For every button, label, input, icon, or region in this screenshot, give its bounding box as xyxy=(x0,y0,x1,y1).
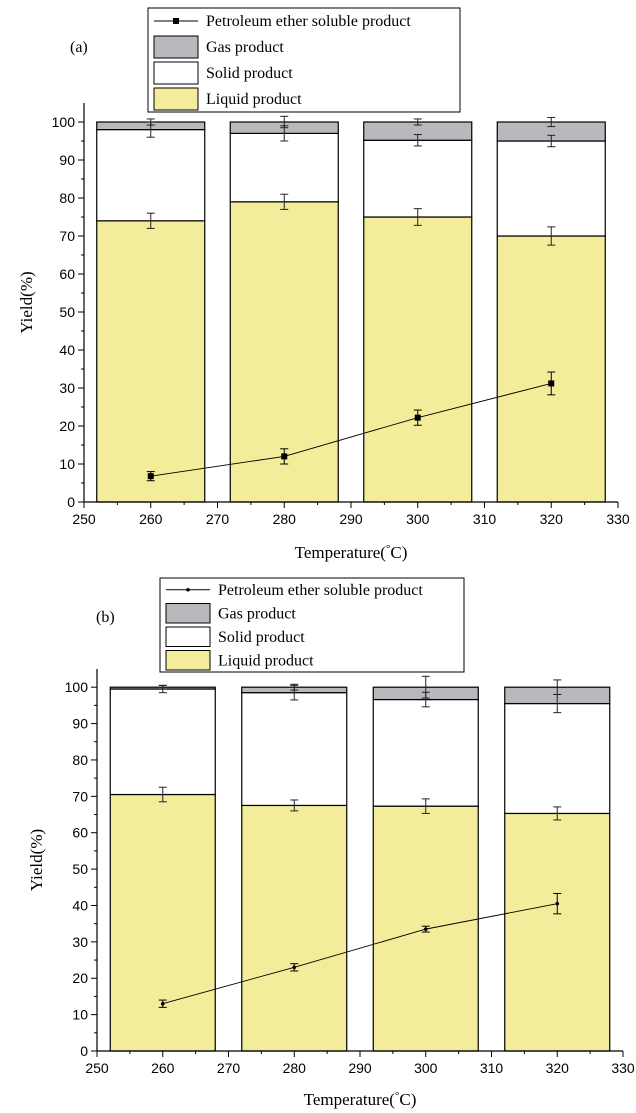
legend-label: Gas product xyxy=(206,39,284,56)
y-tick-label: 100 xyxy=(52,114,76,130)
y-tick-label: 90 xyxy=(59,152,75,168)
chart-panel-b: 0 10 20 30 40 50 60 70 80 90 100 250 260 270 280 290 300… xyxy=(27,577,635,1109)
legend-label: Petroleum ether soluble product xyxy=(206,13,411,30)
bar-liquid-product xyxy=(96,220,206,503)
legend-box xyxy=(147,7,461,113)
y-tick-label: 90 xyxy=(72,716,88,732)
y-tick-label: 80 xyxy=(72,752,88,768)
legend-swatch xyxy=(153,87,199,111)
bar-solid-product xyxy=(504,702,611,815)
legend-label: Gas product xyxy=(218,605,296,622)
legend-label: Petroleum ether soluble product xyxy=(218,582,423,599)
bar-liquid-product xyxy=(241,804,348,1052)
bar-group xyxy=(96,121,606,503)
legend-label: Liquid product xyxy=(218,652,314,669)
data-point-marker xyxy=(292,965,297,970)
y-tick-label: 30 xyxy=(72,934,88,950)
x-tick-label: 300 xyxy=(414,1060,438,1076)
bar-solid-product xyxy=(229,132,339,203)
error-bars xyxy=(146,115,556,246)
y-tick-label: 50 xyxy=(72,861,88,877)
x-tick-label: 310 xyxy=(473,511,497,527)
legend-swatch xyxy=(165,626,211,647)
y-tick-label: 30 xyxy=(59,380,75,396)
data-point-marker xyxy=(555,901,560,906)
legend: Petroleum ether soluble product Gas produ… xyxy=(159,577,465,673)
line-petroleum-ether-soluble-product xyxy=(162,903,558,1005)
y-tick-label: 20 xyxy=(59,418,75,434)
legend-swatch xyxy=(165,603,211,624)
x-tick-label: 270 xyxy=(217,1060,241,1076)
legend-swatch xyxy=(165,650,211,671)
bar-solid-product xyxy=(372,698,479,807)
y-tick-label: 70 xyxy=(72,788,88,804)
x-tick-label: 320 xyxy=(540,511,564,527)
legend: Petroleum ether soluble product Gas produ… xyxy=(147,7,461,113)
data-point-marker xyxy=(160,1001,165,1006)
x-tick-label: 250 xyxy=(85,1060,109,1076)
y-tick-label: 50 xyxy=(59,304,75,320)
chart-panel-a: 0 10 20 30 40 50 60 70 80 90 100 250 260 270 280 290 300… xyxy=(17,7,630,562)
legend-marker xyxy=(173,18,179,24)
y-tick-label: 60 xyxy=(72,825,88,841)
data-point-marker xyxy=(548,380,555,387)
legend-swatch xyxy=(153,35,199,59)
panel-label: (b) xyxy=(96,609,115,626)
x-axis-title: Temperature(°C) xyxy=(295,543,408,562)
x-tick-label: 330 xyxy=(611,1060,635,1076)
y-tick-label: 10 xyxy=(59,456,75,472)
x-tick-label: 300 xyxy=(406,511,430,527)
bar-solid-product xyxy=(96,129,206,222)
data-point-marker xyxy=(147,473,154,480)
line-petroleum-ether-soluble-product xyxy=(150,383,552,477)
y-tick-label: 70 xyxy=(59,228,75,244)
legend-swatch xyxy=(153,61,199,85)
data-point-marker xyxy=(281,453,288,460)
legend-label: Liquid product xyxy=(206,91,302,108)
y-tick-label: 100 xyxy=(65,679,89,695)
bar-solid-product xyxy=(363,139,473,218)
x-tick-label: 320 xyxy=(546,1060,570,1076)
x-tick-label: 260 xyxy=(139,511,163,527)
data-point-marker xyxy=(423,927,428,931)
y-tick-label: 0 xyxy=(67,494,75,510)
bar-solid-product xyxy=(241,692,348,807)
y-tick-label: 40 xyxy=(59,342,75,358)
bar-liquid-product xyxy=(363,216,473,503)
panel-label: (a) xyxy=(70,39,88,56)
x-tick-label: 290 xyxy=(339,511,363,527)
bar-group xyxy=(109,686,611,1052)
legend-label: Solid product xyxy=(218,629,305,646)
x-tick-label: 310 xyxy=(480,1060,504,1076)
legend-marker xyxy=(186,587,190,592)
legend-box xyxy=(159,577,465,673)
x-tick-label: 280 xyxy=(283,1060,307,1076)
x-tick-label: 330 xyxy=(606,511,630,527)
y-tick-label: 10 xyxy=(72,1007,88,1023)
error-bars xyxy=(158,675,562,821)
bar-solid-product xyxy=(109,688,216,796)
y-tick-label: 20 xyxy=(72,970,88,986)
y-axis-title: Yield(%) xyxy=(27,829,46,891)
x-tick-label: 290 xyxy=(348,1060,372,1076)
y-tick-label: 80 xyxy=(59,190,75,206)
x-tick-label: 270 xyxy=(206,511,230,527)
bar-liquid-product xyxy=(496,235,606,503)
y-tick-label: 40 xyxy=(72,897,88,913)
x-tick-label: 250 xyxy=(72,511,96,527)
x-axis-title: Temperature(°C) xyxy=(304,1090,417,1109)
bar-liquid-product xyxy=(109,793,216,1052)
y-tick-label: 0 xyxy=(80,1043,88,1059)
legend-label: Solid product xyxy=(206,65,293,82)
y-tick-label: 60 xyxy=(59,266,75,282)
data-point-marker xyxy=(414,414,421,421)
bar-liquid-product xyxy=(504,812,611,1052)
x-tick-label: 280 xyxy=(273,511,297,527)
bar-solid-product xyxy=(496,140,606,237)
y-axis-title: Yield(%) xyxy=(17,271,36,333)
x-tick-label: 260 xyxy=(151,1060,175,1076)
